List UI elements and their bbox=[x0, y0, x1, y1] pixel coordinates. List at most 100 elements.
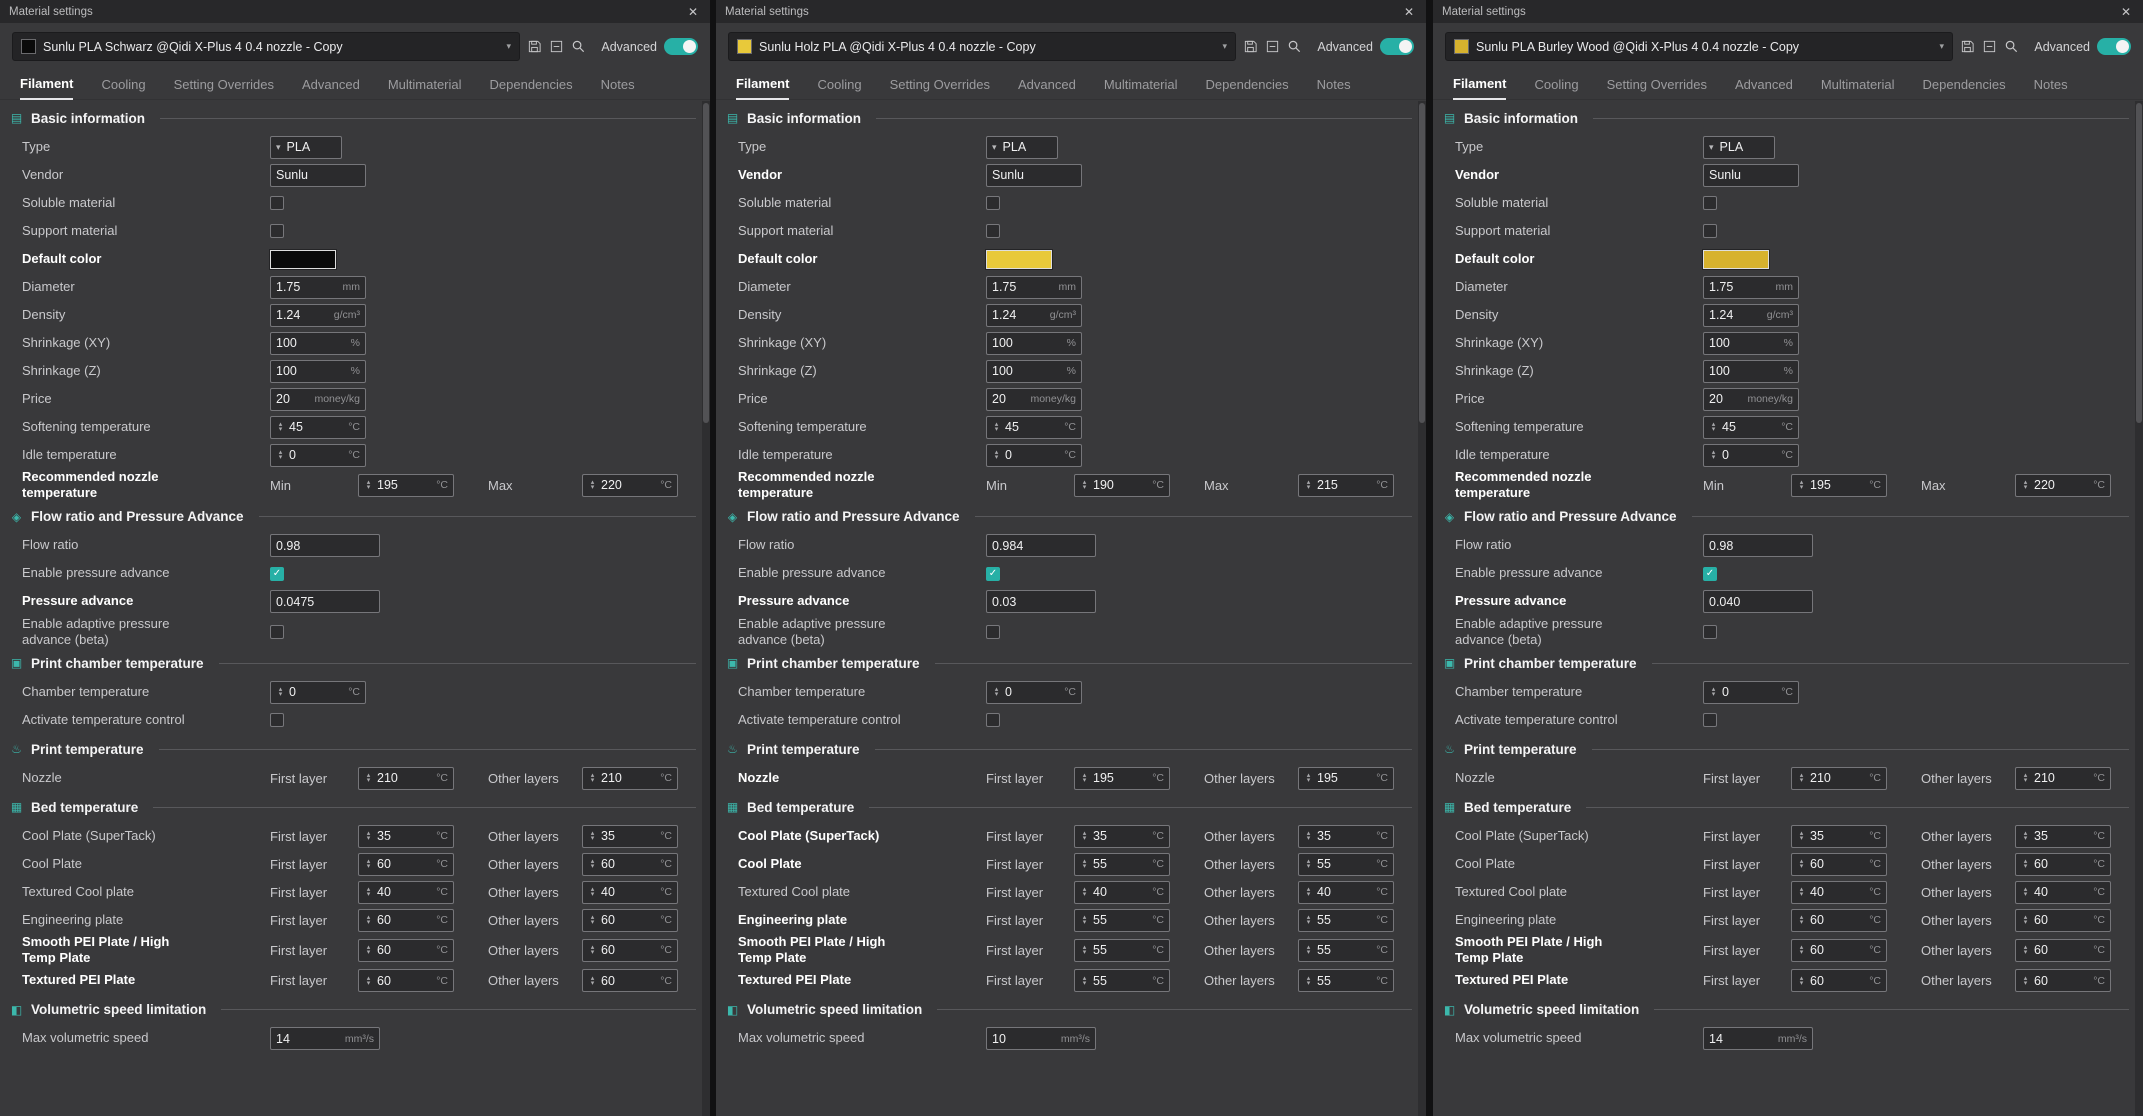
tab-cooling[interactable]: Cooling bbox=[1534, 77, 1579, 92]
spin-up-icon[interactable]: ▴ bbox=[2023, 858, 2028, 865]
cool-plate-first-layer-input[interactable]: ▴ ▾ 55 °C bbox=[1074, 852, 1170, 876]
spinner[interactable]: ▴ ▾ bbox=[1080, 479, 1089, 491]
spin-down-icon[interactable]: ▾ bbox=[1799, 949, 1804, 957]
search-button[interactable] bbox=[1287, 35, 1302, 58]
delete-preset-button[interactable] bbox=[549, 35, 564, 58]
spin-up-icon[interactable]: ▴ bbox=[366, 886, 371, 893]
spin-up-icon[interactable]: ▴ bbox=[1799, 886, 1804, 893]
spin-down-icon[interactable]: ▾ bbox=[590, 979, 595, 987]
spin-down-icon[interactable]: ▾ bbox=[366, 949, 371, 957]
spin-down-icon[interactable]: ▾ bbox=[1306, 484, 1311, 492]
spin-down-icon[interactable]: ▾ bbox=[1082, 979, 1087, 987]
density-input[interactable]: 1.24 g/cm³ bbox=[1703, 303, 1799, 327]
tab-setting-overrides[interactable]: Setting Overrides bbox=[889, 77, 990, 92]
spin-down-icon[interactable]: ▾ bbox=[366, 979, 371, 987]
default-color-swatch[interactable] bbox=[270, 249, 336, 269]
spinner[interactable]: ▴ ▾ bbox=[364, 944, 373, 957]
price-input[interactable]: 20 money/kg bbox=[270, 387, 366, 411]
cool-plate-supertack-first-layer-input[interactable]: ▴ ▾ 35 °C bbox=[1791, 824, 1887, 848]
chamber-temperature-input[interactable]: ▴ ▾ 0 °C bbox=[270, 680, 366, 704]
spin-down-icon[interactable]: ▾ bbox=[1306, 891, 1311, 898]
scrollbar[interactable] bbox=[2135, 101, 2143, 1116]
spinner[interactable]: ▴ ▾ bbox=[1797, 886, 1806, 898]
smooth-pei-plate-high-temp-plate-other-layers-input[interactable]: ▴ ▾ 55 °C bbox=[1298, 938, 1394, 962]
spin-up-icon[interactable]: ▴ bbox=[1711, 686, 1716, 693]
spinner[interactable]: ▴ ▾ bbox=[1304, 772, 1313, 784]
spin-up-icon[interactable]: ▴ bbox=[1082, 830, 1087, 837]
spinner[interactable]: ▴ ▾ bbox=[1304, 886, 1313, 898]
spin-down-icon[interactable]: ▾ bbox=[994, 691, 999, 698]
textured-cool-plate-other-layers-input[interactable]: ▴ ▾ 40 °C bbox=[1298, 880, 1394, 904]
density-input[interactable]: 1.24 g/cm³ bbox=[986, 303, 1082, 327]
smooth-pei-plate-high-temp-plate-other-layers-input[interactable]: ▴ ▾ 60 °C bbox=[2015, 938, 2111, 962]
smooth-pei-plate-high-temp-plate-other-layers-input[interactable]: ▴ ▾ 60 °C bbox=[582, 938, 678, 962]
price-input[interactable]: 20 money/kg bbox=[1703, 387, 1799, 411]
spin-up-icon[interactable]: ▴ bbox=[2023, 944, 2028, 952]
textured-cool-plate-other-layers-input[interactable]: ▴ ▾ 40 °C bbox=[582, 880, 678, 904]
pressure-advance-input[interactable]: 0.040 bbox=[1703, 590, 1813, 613]
spinner[interactable]: ▴ ▾ bbox=[588, 772, 597, 784]
spin-up-icon[interactable]: ▴ bbox=[1082, 772, 1087, 779]
tab-cooling[interactable]: Cooling bbox=[101, 77, 146, 92]
spin-down-icon[interactable]: ▾ bbox=[1711, 691, 1716, 698]
spinner[interactable]: ▴ ▾ bbox=[588, 479, 597, 491]
spin-up-icon[interactable]: ▴ bbox=[2023, 830, 2028, 837]
spinner[interactable]: ▴ ▾ bbox=[364, 772, 373, 784]
default-color-swatch[interactable] bbox=[1703, 249, 1769, 269]
spin-up-icon[interactable]: ▴ bbox=[366, 914, 371, 921]
engineering-plate-other-layers-input[interactable]: ▴ ▾ 60 °C bbox=[2015, 908, 2111, 932]
spin-up-icon[interactable]: ▴ bbox=[1799, 830, 1804, 837]
diameter-input[interactable]: 1.75 mm bbox=[270, 275, 366, 299]
tab-notes[interactable]: Notes bbox=[1316, 77, 1351, 92]
spin-up-icon[interactable]: ▴ bbox=[1082, 858, 1087, 865]
tab-advanced[interactable]: Advanced bbox=[1735, 77, 1793, 92]
window-titlebar[interactable]: Material settings ✕ bbox=[0, 0, 710, 23]
spinner[interactable]: ▴ ▾ bbox=[2021, 914, 2030, 926]
spin-up-icon[interactable]: ▴ bbox=[366, 479, 371, 487]
spinner[interactable]: ▴ ▾ bbox=[1304, 858, 1313, 870]
chamber-temperature-input[interactable]: ▴ ▾ 0 °C bbox=[1703, 680, 1799, 704]
smooth-pei-plate-high-temp-plate-first-layer-input[interactable]: ▴ ▾ 55 °C bbox=[1074, 938, 1170, 962]
spinner[interactable]: ▴ ▾ bbox=[364, 479, 373, 491]
density-input[interactable]: 1.24 g/cm³ bbox=[270, 303, 366, 327]
spin-up-icon[interactable]: ▴ bbox=[1799, 914, 1804, 921]
cool-plate-supertack-other-layers-input[interactable]: ▴ ▾ 35 °C bbox=[582, 824, 678, 848]
close-icon[interactable]: ✕ bbox=[1403, 4, 1414, 19]
spinner[interactable]: ▴ ▾ bbox=[1304, 944, 1313, 956]
spinner[interactable]: ▴ ▾ bbox=[1080, 830, 1089, 842]
shrinkage-z-input[interactable]: 100% bbox=[1703, 359, 1799, 383]
spin-up-icon[interactable]: ▴ bbox=[2023, 772, 2028, 779]
spin-down-icon[interactable]: ▾ bbox=[2023, 979, 2028, 987]
textured-pei-plate-first-layer-input[interactable]: ▴ ▾ 55 °C bbox=[1074, 969, 1170, 992]
spin-up-icon[interactable]: ▴ bbox=[278, 449, 283, 456]
spinner[interactable]: ▴ ▾ bbox=[588, 944, 597, 956]
spin-up-icon[interactable]: ▴ bbox=[2023, 914, 2028, 921]
chamber-temperature-input[interactable]: ▴ ▾ 0 °C bbox=[986, 680, 1082, 704]
spin-up-icon[interactable]: ▴ bbox=[590, 944, 595, 952]
window-titlebar[interactable]: Material settings ✕ bbox=[716, 0, 1426, 23]
spin-down-icon[interactable]: ▾ bbox=[1799, 484, 1804, 492]
softening-temperature-input[interactable]: ▴ ▾ 45 °C bbox=[1703, 415, 1799, 439]
spinner[interactable]: ▴ ▾ bbox=[1797, 975, 1806, 987]
textured-pei-plate-other-layers-input[interactable]: ▴ ▾ 60 °C bbox=[582, 969, 678, 992]
spin-up-icon[interactable]: ▴ bbox=[1082, 974, 1087, 982]
tab-multimaterial[interactable]: Multimaterial bbox=[1103, 77, 1178, 92]
textured-cool-plate-first-layer-input[interactable]: ▴ ▾ 40 °C bbox=[1074, 880, 1170, 904]
spinner[interactable]: ▴ ▾ bbox=[1080, 944, 1089, 956]
spin-down-icon[interactable]: ▾ bbox=[994, 426, 999, 433]
cool-plate-other-layers-input[interactable]: ▴ ▾ 55 °C bbox=[1298, 852, 1394, 876]
tab-filament[interactable]: Filament bbox=[736, 76, 790, 100]
tab-dependencies[interactable]: Dependencies bbox=[1205, 77, 1289, 92]
vendor-input[interactable]: Sunlu bbox=[270, 163, 366, 187]
flow-ratio-input[interactable]: 0.98 bbox=[1703, 534, 1813, 557]
advanced-mode-toggle[interactable] bbox=[663, 38, 698, 55]
window-titlebar[interactable]: Material settings ✕ bbox=[1433, 0, 2143, 23]
idle-temperature-input[interactable]: ▴ ▾ 0 °C bbox=[986, 443, 1082, 467]
cool-plate-other-layers-input[interactable]: ▴ ▾ 60 °C bbox=[2015, 852, 2111, 876]
spinner[interactable]: ▴ ▾ bbox=[1304, 479, 1313, 492]
recommended-nozzle-temperature-min-input[interactable]: ▴ ▾ 195 °C bbox=[358, 473, 454, 497]
spinner[interactable]: ▴ ▾ bbox=[1797, 479, 1806, 492]
tab-cooling[interactable]: Cooling bbox=[817, 77, 862, 92]
recommended-nozzle-temperature-max-input[interactable]: ▴ ▾ 220 °C bbox=[2015, 473, 2111, 497]
tab-dependencies[interactable]: Dependencies bbox=[489, 77, 573, 92]
